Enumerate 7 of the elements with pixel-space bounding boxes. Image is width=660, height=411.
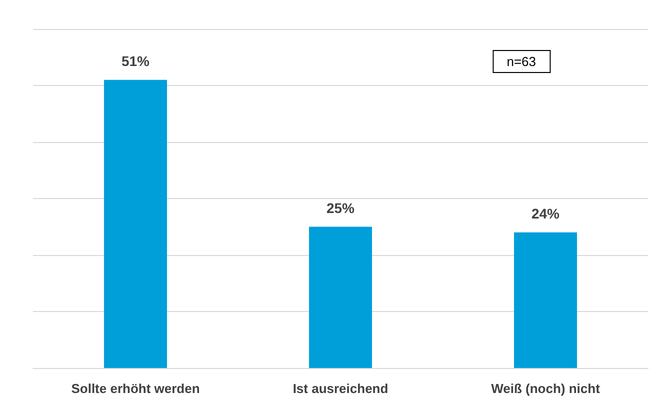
annotation: n=63 (506, 54, 536, 69)
x-tick-label: Weiß (noch) nicht (491, 381, 601, 396)
data-label: 24% (531, 205, 560, 222)
data-label: 25% (326, 200, 356, 216)
x-tick-label: Ist ausreichend (292, 381, 388, 396)
x-tick-label: Sollte erhöht werden (71, 381, 200, 396)
data-label: 51% (121, 52, 150, 69)
